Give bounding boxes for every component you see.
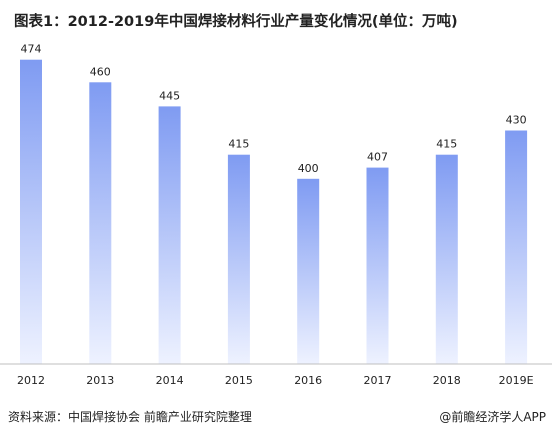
chart-title: 图表1：2012-2019年中国焊接材料行业产量变化情况(单位：万吨)	[14, 14, 458, 30]
data-label-2013: 460	[90, 65, 111, 78]
bar-2015	[227, 154, 250, 364]
bar-2016	[297, 178, 320, 364]
data-label-2017: 407	[367, 151, 388, 164]
x-tick-label-2016: 2016	[294, 374, 322, 387]
x-tick-label-2019E: 2019E	[499, 374, 534, 387]
data-label-2019E: 430	[506, 114, 527, 127]
footer-source: 资料来源：中国焊接协会 前瞻产业研究院整理	[8, 410, 252, 424]
x-tick-label-2012: 2012	[17, 374, 45, 387]
footer-brand: @前瞻经济学人APP	[439, 410, 546, 424]
data-label-2018: 415	[436, 138, 457, 151]
bar-2018	[435, 154, 458, 364]
data-label-2012: 474	[21, 43, 42, 56]
x-tick-label-2018: 2018	[433, 374, 461, 387]
bar-2017	[366, 167, 389, 364]
x-tick-label-2017: 2017	[364, 374, 392, 387]
x-tick-label-2015: 2015	[225, 374, 253, 387]
bar-2019E	[505, 130, 528, 364]
bar-2014	[158, 106, 181, 365]
bar-2012	[20, 59, 42, 364]
data-label-2016: 400	[298, 162, 319, 175]
bar-2013	[89, 82, 112, 365]
x-tick-label-2013: 2013	[86, 374, 114, 387]
data-label-2015: 415	[228, 138, 249, 151]
x-tick-label-2014: 2014	[156, 374, 184, 387]
data-label-2014: 445	[159, 89, 180, 102]
